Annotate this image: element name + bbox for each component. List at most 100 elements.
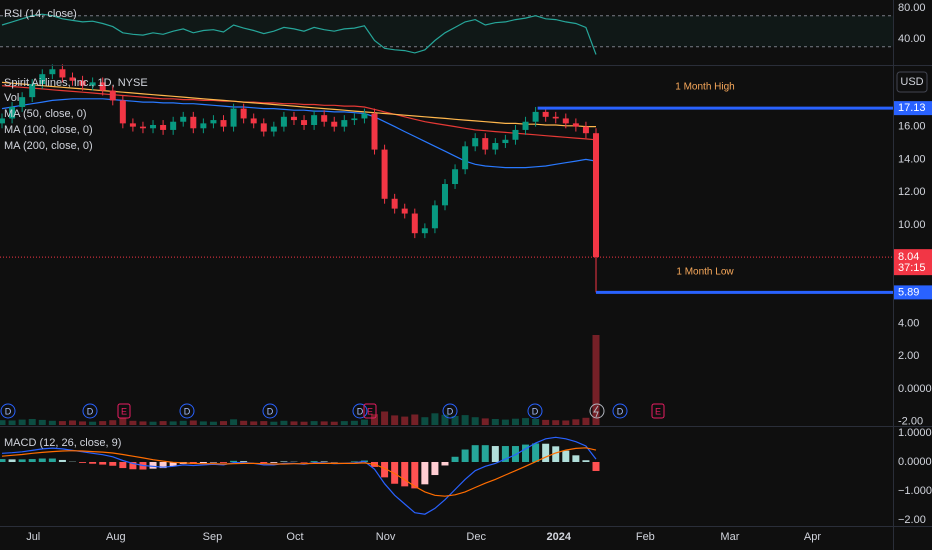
- volume-bar: [360, 419, 368, 425]
- macd-histogram-bar: [38, 458, 46, 462]
- macd-histogram-bar: [391, 461, 399, 484]
- candle-body: [160, 125, 167, 130]
- volume-bar: [79, 421, 87, 425]
- candle-body: [139, 126, 146, 129]
- candle-body: [270, 126, 277, 132]
- candle-body: [311, 115, 318, 126]
- event-marker: [82, 403, 98, 419]
- volume-bar: [179, 420, 187, 425]
- volume-bar: [511, 418, 519, 425]
- event-label: E: [655, 406, 661, 416]
- volume-bar: [58, 421, 66, 425]
- event-label: D: [532, 406, 539, 416]
- x-tick-label: Oct: [286, 531, 303, 543]
- candle-body: [351, 118, 358, 121]
- candle-body: [0, 118, 6, 124]
- volume-bar: [381, 411, 389, 425]
- macd-histogram-bar: [129, 461, 137, 470]
- candle-body: [341, 120, 348, 127]
- macd-histogram-bar: [431, 461, 439, 476]
- ma-line: [1, 98, 597, 169]
- candle-body: [280, 116, 287, 127]
- macd-histogram-bar: [209, 461, 217, 463]
- macd-histogram-bar: [149, 461, 157, 469]
- volume-bar: [270, 421, 278, 425]
- volume-bar: [18, 419, 26, 425]
- candle-body: [170, 121, 177, 130]
- volume-bar: [330, 421, 338, 425]
- candle-body: [562, 118, 569, 124]
- candle-body: [19, 97, 26, 107]
- candle-body: [99, 82, 106, 91]
- volume-bar: [391, 415, 399, 425]
- macd-histogram-bar: [441, 461, 449, 466]
- last-price-label: 8.04: [898, 251, 919, 263]
- event-marker: [651, 403, 665, 419]
- candle-body: [89, 82, 96, 86]
- x-tick-label: Nov: [376, 531, 396, 543]
- macd-histogram-bar: [240, 461, 248, 462]
- level-value: 17.13: [898, 102, 926, 114]
- candle-body: [180, 116, 187, 122]
- x-tick-label: 2024: [547, 531, 572, 543]
- event-label: D: [267, 406, 274, 416]
- split-icon: [593, 405, 599, 418]
- macd-histogram-bar: [421, 461, 429, 485]
- candle-body: [321, 115, 328, 122]
- macd-histogram-bar: [8, 459, 16, 462]
- candle-body: [69, 77, 76, 81]
- volume-bar: [129, 420, 137, 425]
- candle-body: [301, 120, 308, 126]
- volume-bar: [501, 419, 509, 425]
- y-tick-label: 16.00: [898, 121, 926, 133]
- level-box: [894, 285, 932, 300]
- volume-bar: [491, 419, 499, 425]
- volume-bar: [99, 421, 107, 425]
- event-label: D: [447, 406, 454, 416]
- candle-body: [129, 123, 136, 127]
- y-tick-label: 4.00: [898, 317, 919, 329]
- volume-bar: [310, 421, 318, 425]
- macd-histogram-bar: [260, 461, 268, 464]
- volume-bar: [340, 421, 348, 425]
- event-marker: [589, 403, 605, 419]
- currency-box: [896, 71, 928, 93]
- volume-bar: [159, 421, 167, 425]
- macd-histogram-bar: [552, 446, 560, 462]
- candle-body: [401, 208, 408, 214]
- candle-body: [119, 100, 126, 124]
- macd-histogram-bar: [350, 461, 358, 462]
- macd-histogram-bar: [451, 456, 459, 462]
- volume-bar: [189, 420, 197, 425]
- volume-bar: [230, 419, 238, 425]
- x-tick-label: Dec: [466, 531, 486, 543]
- event-label: D: [617, 406, 624, 416]
- y-tick-label: 12.00: [898, 186, 926, 198]
- volume-bar: [431, 413, 439, 425]
- event-label: D: [87, 406, 94, 416]
- event-label: D: [5, 406, 12, 416]
- macd-histogram-bar: [18, 459, 26, 462]
- candle-body: [210, 120, 217, 124]
- candle-body: [492, 143, 499, 150]
- volume-bar: [451, 416, 459, 425]
- candle-body: [260, 123, 267, 132]
- macd-histogram-bar: [501, 446, 509, 462]
- y-tick-label: 40.00: [898, 33, 926, 45]
- candle-body: [522, 121, 529, 130]
- macd-histogram-bar: [199, 461, 207, 464]
- candle-body: [411, 213, 418, 234]
- volume-bar: [0, 420, 6, 425]
- macd-histogram-bar: [572, 455, 580, 462]
- candle-body: [532, 111, 539, 122]
- macd-histogram-bar: [532, 443, 540, 462]
- level-box: [894, 101, 932, 116]
- macd-histogram-bar: [0, 459, 6, 462]
- event-marker: [442, 403, 458, 419]
- volume-bar: [320, 421, 328, 425]
- volume-bar: [461, 415, 469, 425]
- event-marker: [117, 403, 131, 419]
- candle-body: [9, 106, 16, 119]
- volume-bar: [119, 417, 127, 425]
